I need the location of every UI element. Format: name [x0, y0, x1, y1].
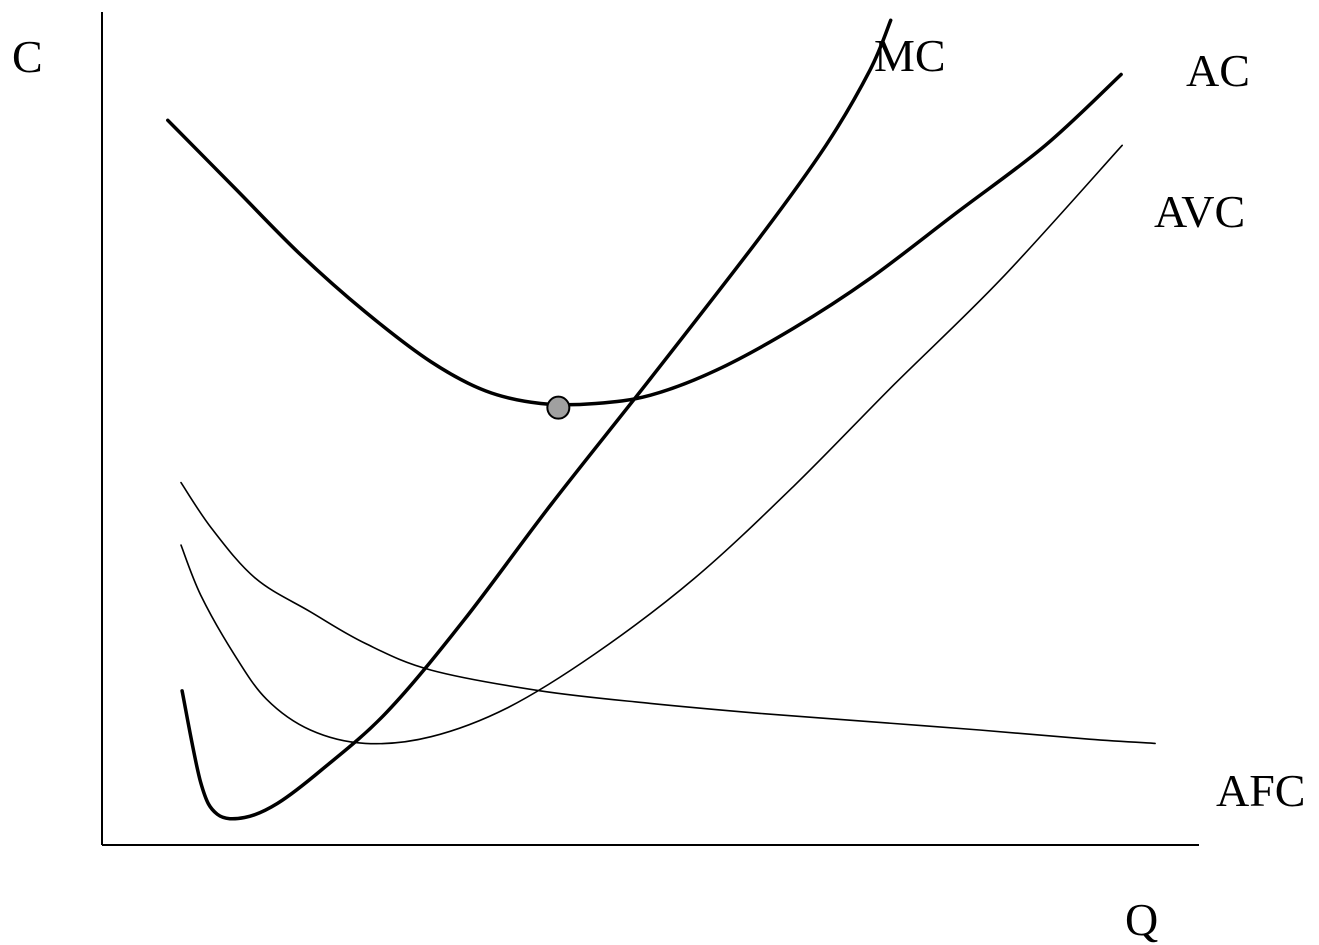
- series-line-mc: [180, 18, 893, 821]
- series-label-afc: AFC: [1216, 765, 1305, 816]
- y-axis-label: C: [12, 31, 43, 82]
- x-axis-label: Q: [1125, 894, 1158, 945]
- series-label-avc: AVC: [1154, 186, 1245, 237]
- curve-group: [166, 18, 1156, 821]
- series-line-afc: [180, 481, 1156, 745]
- marker-group: [546, 395, 571, 420]
- ac-minimum-point: [546, 395, 571, 420]
- series-line-ac: [166, 72, 1123, 407]
- series-label-mc: MC: [874, 30, 946, 81]
- series-label-ac: AC: [1186, 45, 1250, 96]
- series-line-avc: [180, 144, 1123, 745]
